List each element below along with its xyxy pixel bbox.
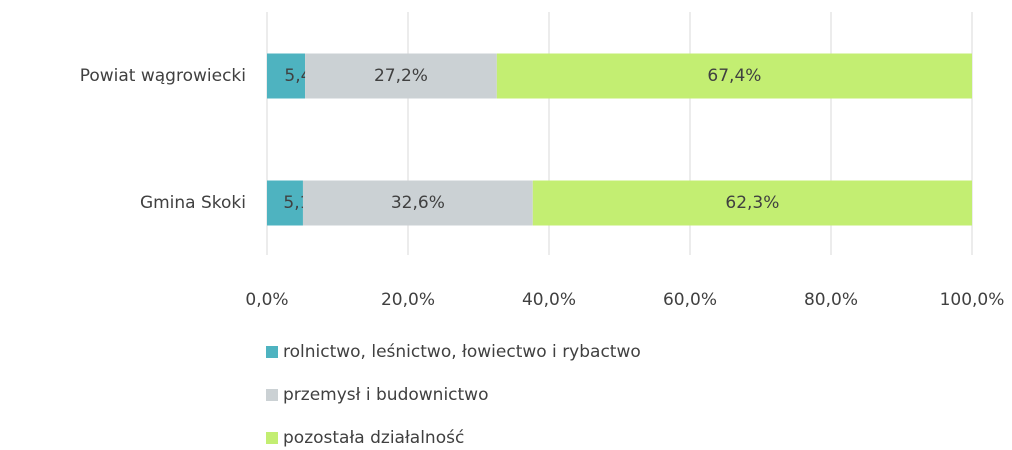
data-label: 32,6%	[391, 193, 445, 213]
legend-label: przemysł i budownictwo	[283, 385, 488, 405]
x-tick-label: 60,0%	[663, 290, 717, 310]
legend-label: pozostała działalność	[283, 428, 464, 448]
bar-segment	[302, 180, 533, 226]
x-tick-label: 100,0%	[940, 290, 1005, 310]
legend-swatch	[266, 432, 278, 444]
x-tick-label: 20,0%	[381, 290, 435, 310]
data-label: 67,4%	[707, 66, 761, 86]
data-label: 62,3%	[725, 193, 779, 213]
y-tick-label: Powiat wągrowiecki	[80, 66, 246, 86]
y-tick-label: Gmina Skoki	[140, 193, 246, 213]
bar-segment	[305, 53, 497, 99]
x-tick-label: 0,0%	[245, 290, 288, 310]
legend-label: rolnictwo, leśnictwo, łowiectwo i rybact…	[283, 342, 641, 362]
legend-swatch	[266, 389, 278, 401]
bar-segment	[532, 180, 972, 226]
bar-segment	[496, 53, 972, 99]
bar-segment	[267, 180, 303, 226]
legend-swatch	[266, 346, 278, 358]
x-tick-label: 40,0%	[522, 290, 576, 310]
bar-segment	[267, 53, 306, 99]
data-label: 27,2%	[374, 66, 428, 86]
x-tick-label: 80,0%	[804, 290, 858, 310]
